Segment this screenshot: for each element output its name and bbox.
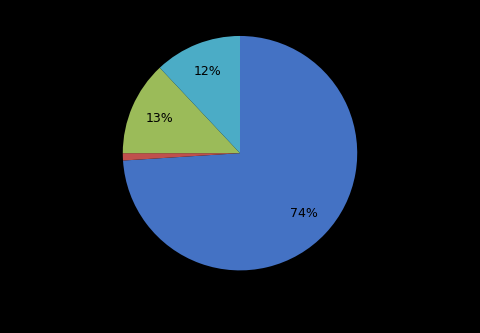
- Wedge shape: [123, 153, 240, 161]
- Wedge shape: [160, 36, 240, 153]
- Wedge shape: [160, 68, 240, 153]
- Text: 74%: 74%: [290, 207, 318, 220]
- Wedge shape: [123, 68, 240, 153]
- Text: 13%: 13%: [145, 112, 173, 125]
- Text: 12%: 12%: [194, 65, 221, 78]
- Wedge shape: [123, 36, 357, 270]
